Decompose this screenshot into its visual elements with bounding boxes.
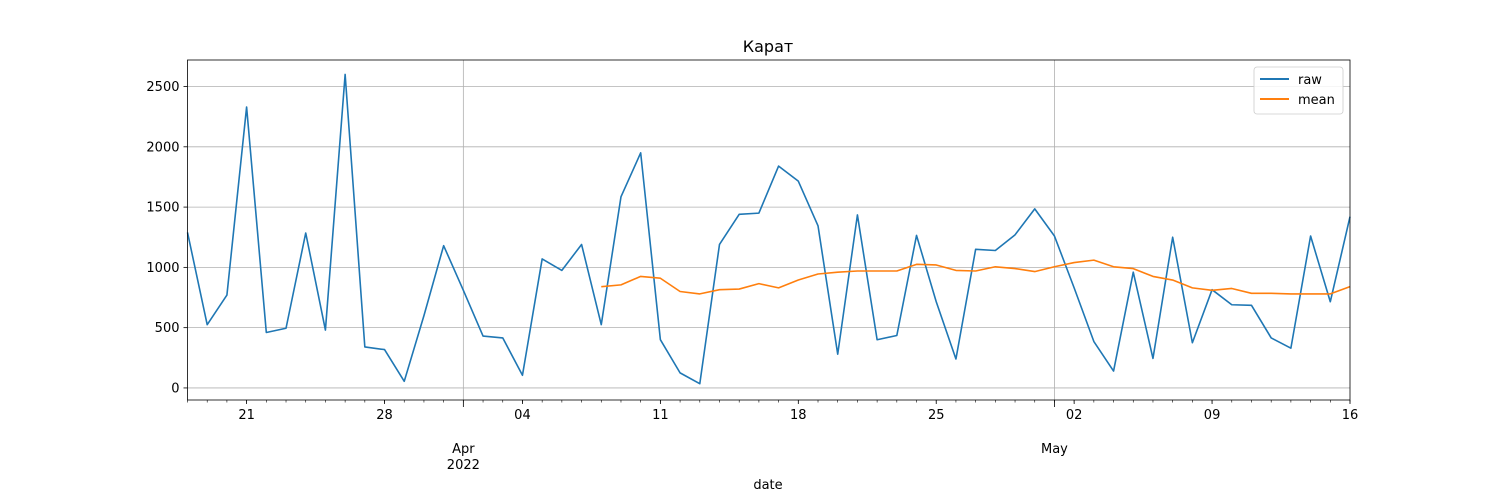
- y-tick-label: 1000: [146, 261, 179, 276]
- y-tick-label: 1500: [146, 201, 179, 216]
- x-tick-label: 04: [514, 408, 531, 423]
- x-tick-label: 02: [1066, 408, 1083, 423]
- x-major-tick-label: Apr: [452, 442, 475, 457]
- x-major-tick-label: May: [1041, 442, 1068, 457]
- series-line-raw: [186, 73, 1351, 385]
- x-tick-label: 11: [652, 408, 669, 423]
- x-tick-label: 09: [1204, 408, 1221, 423]
- chart-title: Карат: [743, 37, 793, 56]
- legend-label-mean: mean: [1298, 93, 1335, 108]
- y-tick-label: 2500: [146, 80, 179, 95]
- x-tick-label: 25: [928, 408, 945, 423]
- y-tick-label: 2000: [146, 140, 179, 155]
- x-tick-label: 21: [238, 408, 255, 423]
- grid-lines: [187, 60, 1350, 400]
- plot-frame: [187, 59, 1351, 401]
- series-line-mean: [601, 259, 1351, 295]
- legend: raw mean: [1253, 66, 1344, 115]
- legend-label-raw: raw: [1298, 73, 1322, 88]
- x-major-tick-sublabel: 2022: [447, 458, 480, 473]
- y-axis: 0 500 1000 1500 2000 2500: [146, 80, 188, 396]
- series-lines: [186, 73, 1351, 385]
- y-tick-label: 500: [155, 321, 180, 336]
- x-tick-label: 16: [1342, 408, 1359, 423]
- y-tick-label: 0: [171, 381, 179, 396]
- x-tick-label: 18: [790, 408, 807, 423]
- x-tick-label: 28: [376, 408, 393, 423]
- x-axis-label: date: [753, 478, 782, 493]
